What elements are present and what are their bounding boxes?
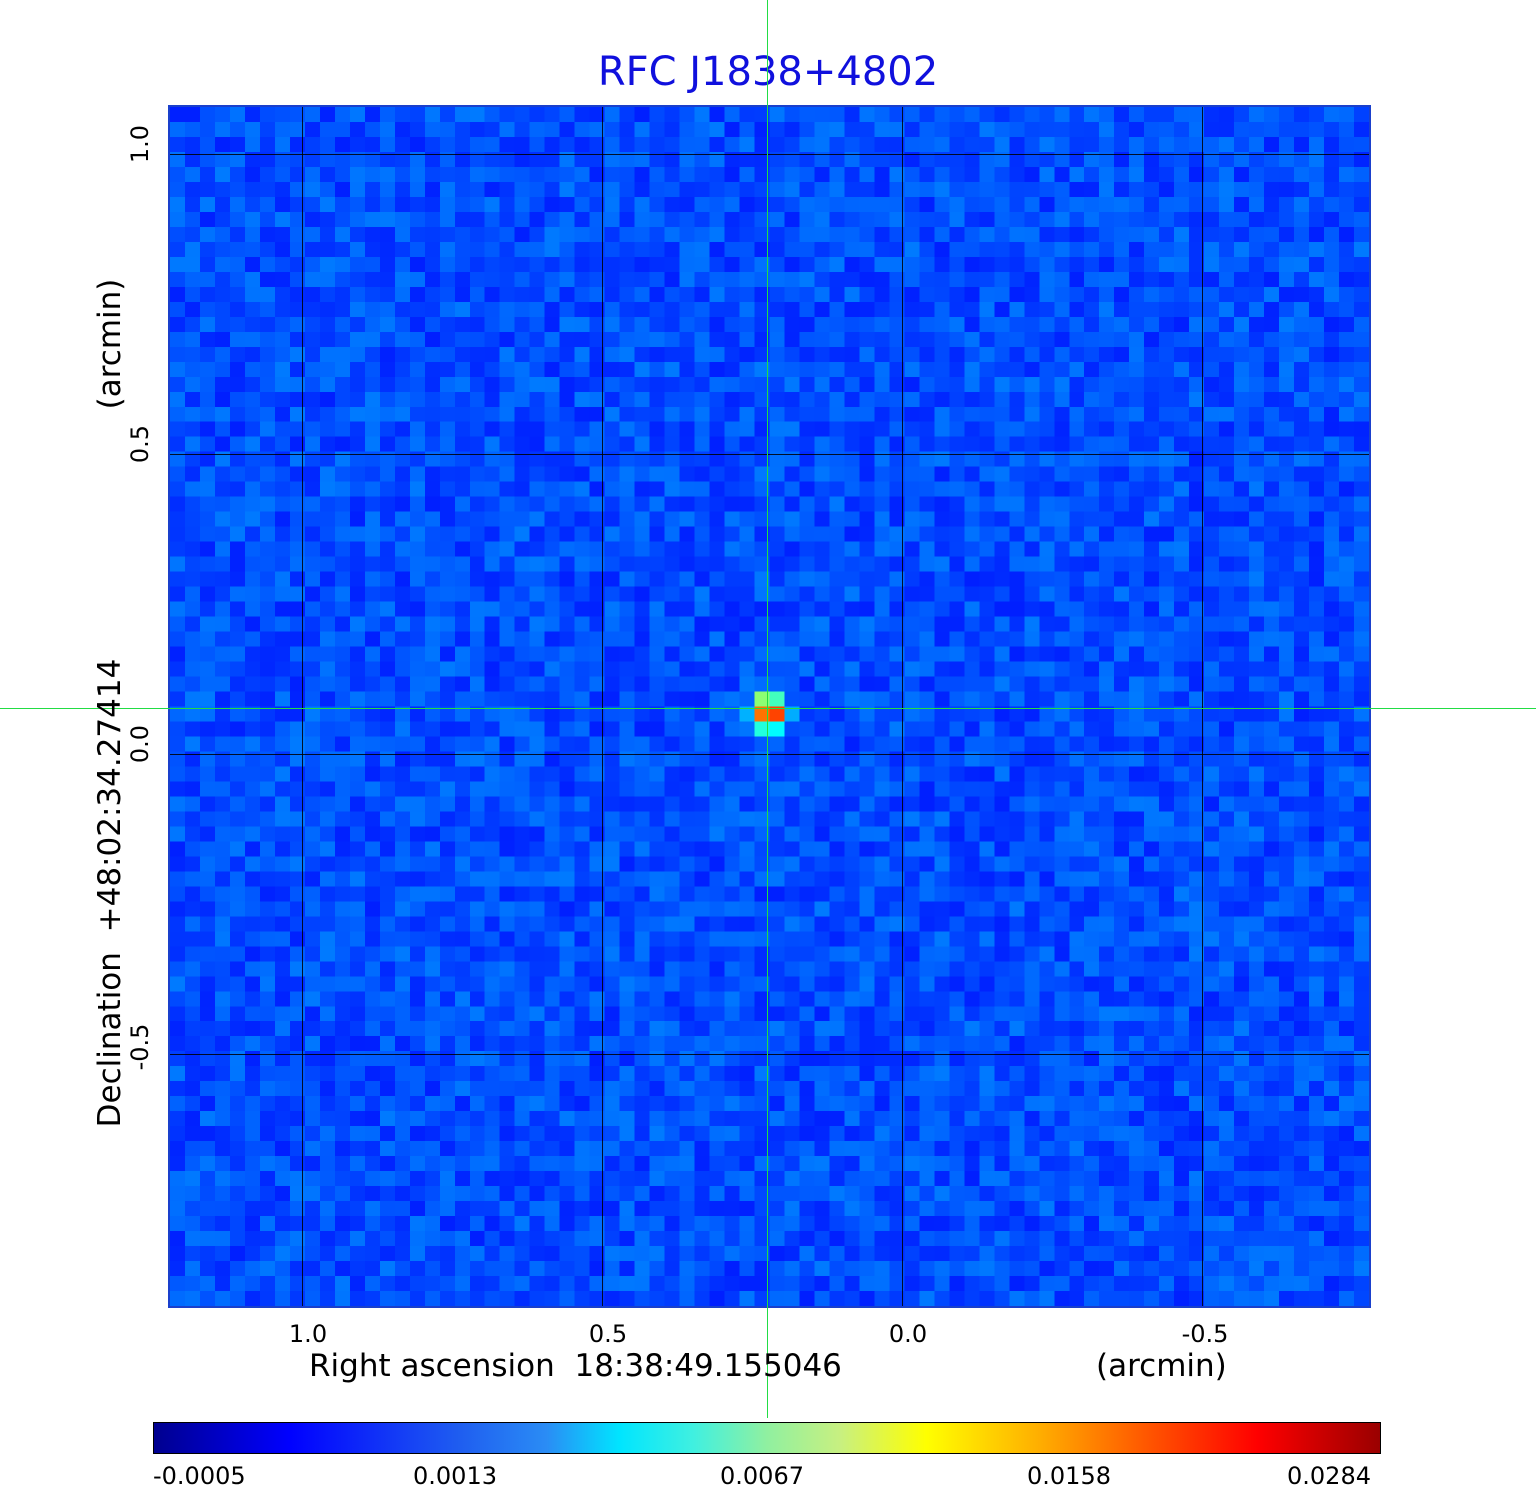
grid-line-dec-1.0 xyxy=(170,154,1369,155)
grid-line-ra-0.0 xyxy=(902,107,903,1306)
y-tick-label: 0.0 xyxy=(126,724,154,764)
y-axis-label: Declination +48:02:34.27414 xyxy=(92,658,128,1128)
grid-line-dec-minus-0.5 xyxy=(170,1054,1369,1055)
y-tick-label: 1.0 xyxy=(126,124,154,164)
colorbar-tick-label: 0.0284 xyxy=(1287,1462,1371,1490)
plot-title: RFC J1838+4802 xyxy=(597,49,939,95)
grid-line-ra-minus-0.5 xyxy=(1202,107,1203,1306)
y-tick-label: -0.5 xyxy=(126,1023,154,1071)
sky-image-panel xyxy=(168,105,1371,1308)
y-axis-unit: (arcmin) xyxy=(92,278,128,410)
colorbar-tick-label: -0.0005 xyxy=(153,1462,246,1490)
x-tick-label: 1.0 xyxy=(288,1320,328,1348)
x-tick-label: 0.5 xyxy=(588,1320,628,1348)
y-tick-label: 0.5 xyxy=(126,424,154,464)
colorbar-tick-label: 0.0158 xyxy=(1027,1462,1111,1490)
crosshair-horizontal xyxy=(0,708,1536,709)
x-tick-label: -0.5 xyxy=(1181,1320,1229,1348)
crosshair-vertical xyxy=(767,0,768,1418)
colorbar xyxy=(153,1422,1381,1454)
colorbar-tick-label: 0.0067 xyxy=(720,1462,804,1490)
grid-line-ra-1.0 xyxy=(302,107,303,1306)
x-axis-unit: (arcmin) xyxy=(1096,1348,1227,1384)
x-tick-label: 0.0 xyxy=(888,1320,928,1348)
grid-line-dec-0.5 xyxy=(170,454,1369,455)
grid-line-ra-0.5 xyxy=(602,107,603,1306)
grid-line-dec-0.0 xyxy=(170,754,1369,755)
sky-intensity-map xyxy=(170,107,1369,1306)
colorbar-tick-label: 0.0013 xyxy=(413,1462,497,1490)
x-axis-label: Right ascension 18:38:49.155046 xyxy=(309,1348,842,1384)
